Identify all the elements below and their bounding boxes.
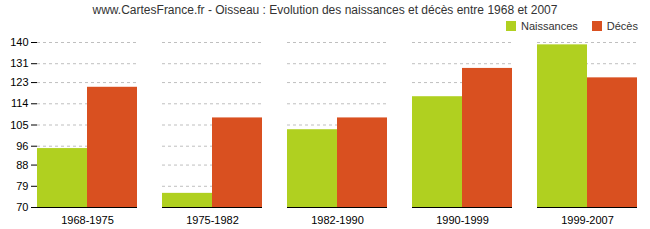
svg-text:1968-1975: 1968-1975 <box>61 214 114 226</box>
html-text:www.CartesFrance.fr - Oisseau: www.CartesFrance.fr - Oisseau : Evolutio… <box>92 3 558 17</box>
svg-text:131: 131 <box>10 57 28 69</box>
svg-text:1982-1990: 1982-1990 <box>311 214 364 226</box>
svg-text:123: 123 <box>10 76 28 88</box>
svg-text:1999-2007: 1999-2007 <box>561 214 614 226</box>
svg-text:1990-1999: 1990-1999 <box>436 214 489 226</box>
svg-text:114: 114 <box>11 97 29 109</box>
svg-text:140: 140 <box>10 36 28 48</box>
svg-text:1975-1982: 1975-1982 <box>186 214 239 226</box>
svg-text:79: 79 <box>16 180 28 192</box>
svg-text:70: 70 <box>16 201 28 213</box>
svg-text:88: 88 <box>16 159 28 171</box>
svg-text:105: 105 <box>10 119 28 131</box>
svg-text:96: 96 <box>16 140 28 152</box>
html-text:Naissances: Naissances <box>521 20 578 32</box>
html-text:Décès: Décès <box>606 20 638 32</box>
